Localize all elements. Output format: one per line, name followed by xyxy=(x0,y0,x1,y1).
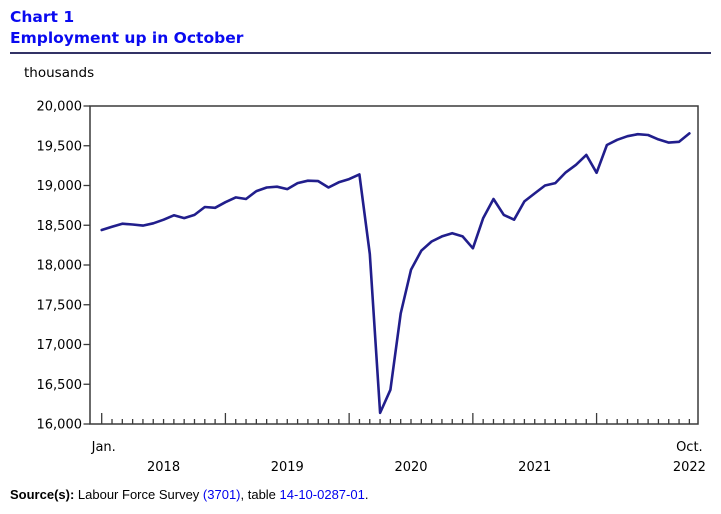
y-tick-label: 17,000 xyxy=(37,338,83,353)
y-tick-label: 16,500 xyxy=(37,378,83,393)
year-label-2020: 2020 xyxy=(394,460,427,475)
chart-title: Employment up in October xyxy=(10,29,244,47)
y-tick-label: 19,500 xyxy=(37,139,83,154)
y-tick-label: 16,000 xyxy=(37,418,83,433)
year-label-2021: 2021 xyxy=(518,460,551,475)
chart-header: Chart 1 Employment up in October xyxy=(10,7,243,49)
survey-number-link[interactable]: (3701) xyxy=(202,487,241,502)
source-label: Source(s): xyxy=(10,487,75,502)
source-text: Labour Force Survey xyxy=(74,487,203,502)
table-number-link[interactable]: 14-10-0287-01 xyxy=(279,487,365,502)
header-divider xyxy=(10,52,711,54)
y-tick-label: 20,000 xyxy=(37,100,83,115)
source-note: Source(s): Labour Force Survey (3701), t… xyxy=(10,487,368,502)
source-text: , table xyxy=(240,487,280,502)
year-label-2022: 2022 xyxy=(673,460,706,475)
y-tick-label: 17,500 xyxy=(37,298,83,313)
y-axis-unit-label: thousands xyxy=(24,65,95,81)
employment-series-line xyxy=(100,132,691,415)
x-label-oct: Oct. xyxy=(676,440,703,455)
y-tick-label: 18,500 xyxy=(37,219,83,234)
chart-number: Chart 1 xyxy=(10,8,75,26)
source-text: . xyxy=(364,487,369,502)
x-label-jan: Jan. xyxy=(91,440,116,455)
year-label-2018: 2018 xyxy=(147,460,180,475)
y-tick-label: 18,000 xyxy=(37,259,83,274)
year-label-2019: 2019 xyxy=(271,460,304,475)
y-tick-label: 19,000 xyxy=(37,179,83,194)
plot-frame xyxy=(89,105,699,425)
